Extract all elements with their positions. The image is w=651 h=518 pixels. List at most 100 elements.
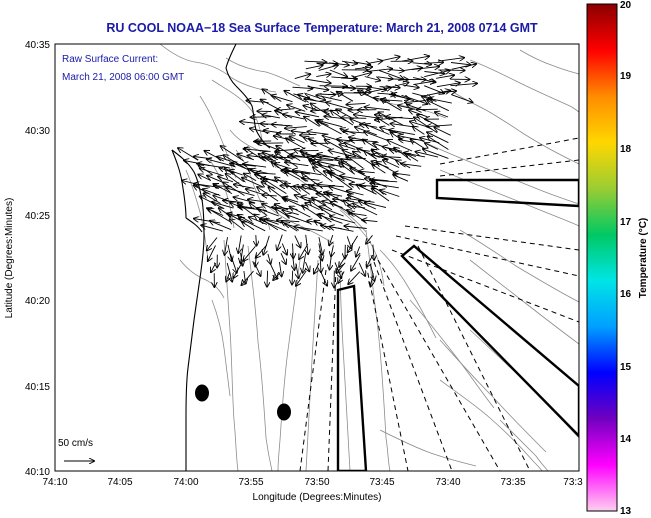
current-vector (299, 243, 309, 259)
current-vector (208, 245, 216, 262)
current-vector (389, 83, 409, 88)
y-tick-label: 40:25 (25, 211, 50, 222)
current-vector (401, 56, 429, 62)
current-vector (363, 140, 380, 151)
y-tick-label: 40:15 (25, 382, 50, 393)
current-vector (211, 262, 216, 272)
current-vector (424, 72, 444, 74)
current-vector (362, 220, 378, 222)
current-vector (298, 186, 310, 195)
current-vector (329, 69, 347, 77)
current-vector (275, 152, 298, 168)
current-vector (382, 156, 401, 157)
current-vector (241, 252, 243, 266)
current-vector (341, 159, 355, 169)
y-tick-label: 40:20 (25, 296, 50, 307)
current-vector (303, 253, 306, 272)
current-vector (365, 107, 390, 110)
current-vector (364, 132, 390, 142)
current-vector (281, 243, 287, 255)
coastline (171, 44, 271, 471)
current-vector (318, 121, 342, 135)
current-vector (226, 174, 244, 188)
current-vector (294, 74, 311, 80)
current-vector (207, 237, 218, 251)
current-vector (285, 127, 307, 129)
current-vector (260, 220, 287, 232)
current-vector (319, 270, 327, 286)
current-vector (296, 112, 320, 118)
current-vector (402, 85, 419, 88)
current-vector (378, 69, 404, 79)
scale-label: 50 cm/s (58, 438, 93, 449)
current-vector (429, 98, 452, 104)
current-vector (218, 177, 234, 183)
buoy-marker-west (195, 384, 209, 402)
current-vector (340, 176, 365, 181)
current-vector (304, 61, 327, 62)
current-vector (366, 235, 373, 243)
radar-range-lines (299, 137, 579, 471)
current-vector (365, 124, 390, 135)
colorbar-tick: 19 (620, 71, 632, 82)
current-vector (411, 140, 425, 149)
current-vector (365, 179, 389, 181)
current-vector (241, 244, 244, 263)
current-vector (425, 143, 439, 150)
current-vector (290, 207, 311, 218)
current-vector (319, 243, 322, 261)
current-vector (230, 219, 244, 231)
current-vector (194, 219, 221, 224)
current-vector (207, 176, 223, 183)
current-vector (347, 103, 366, 104)
y-axis-label: Latitude (Degrees:Minutes) (4, 198, 15, 319)
x-tick-label: 73:40 (435, 477, 460, 488)
current-vector (201, 225, 224, 232)
current-vector (356, 246, 360, 257)
x-tick-label: 74:00 (173, 477, 198, 488)
current-vector (411, 67, 439, 71)
current-vector (416, 152, 439, 158)
current-vector (389, 130, 415, 136)
current-vector (450, 63, 471, 65)
current-vector (351, 254, 361, 271)
current-vector (256, 244, 268, 258)
current-vector (427, 101, 449, 112)
current-vector (342, 87, 371, 89)
current-vector (292, 270, 293, 285)
y-axis: 40:35 40:30 40:25 40:20 40:15 40:10 (25, 40, 50, 478)
current-vector (331, 87, 355, 88)
current-vector (364, 151, 377, 160)
current-vector (244, 174, 257, 182)
current-vector (373, 244, 374, 260)
current-vector (364, 76, 380, 81)
current-timestamp: March 21, 2008 06:00 GMT (62, 72, 184, 83)
current-vector (294, 235, 301, 248)
current-vector (318, 237, 323, 254)
current-vector (367, 254, 374, 267)
plot-border (54, 43, 580, 472)
current-vector (380, 190, 400, 197)
current-vector-field (178, 56, 477, 287)
y-tick-label: 40:30 (25, 126, 50, 137)
current-vector (393, 175, 409, 182)
current-vector (279, 261, 281, 276)
current-vector (358, 262, 365, 276)
current-vector (354, 67, 372, 69)
current-vector (330, 254, 332, 269)
current-vector (339, 254, 347, 267)
current-vector (377, 118, 390, 126)
current-vector (257, 208, 279, 217)
current-vector (316, 74, 330, 77)
current-vector (417, 115, 439, 127)
current-vector (409, 110, 428, 118)
current-vector (237, 154, 255, 161)
current-vector (309, 139, 331, 150)
current-vector (319, 207, 344, 217)
current-vector (233, 262, 243, 278)
current-vector (309, 185, 333, 203)
current-vector (437, 58, 464, 62)
current-vector (285, 162, 309, 167)
current-vector (304, 78, 331, 83)
current-vector (316, 95, 342, 102)
